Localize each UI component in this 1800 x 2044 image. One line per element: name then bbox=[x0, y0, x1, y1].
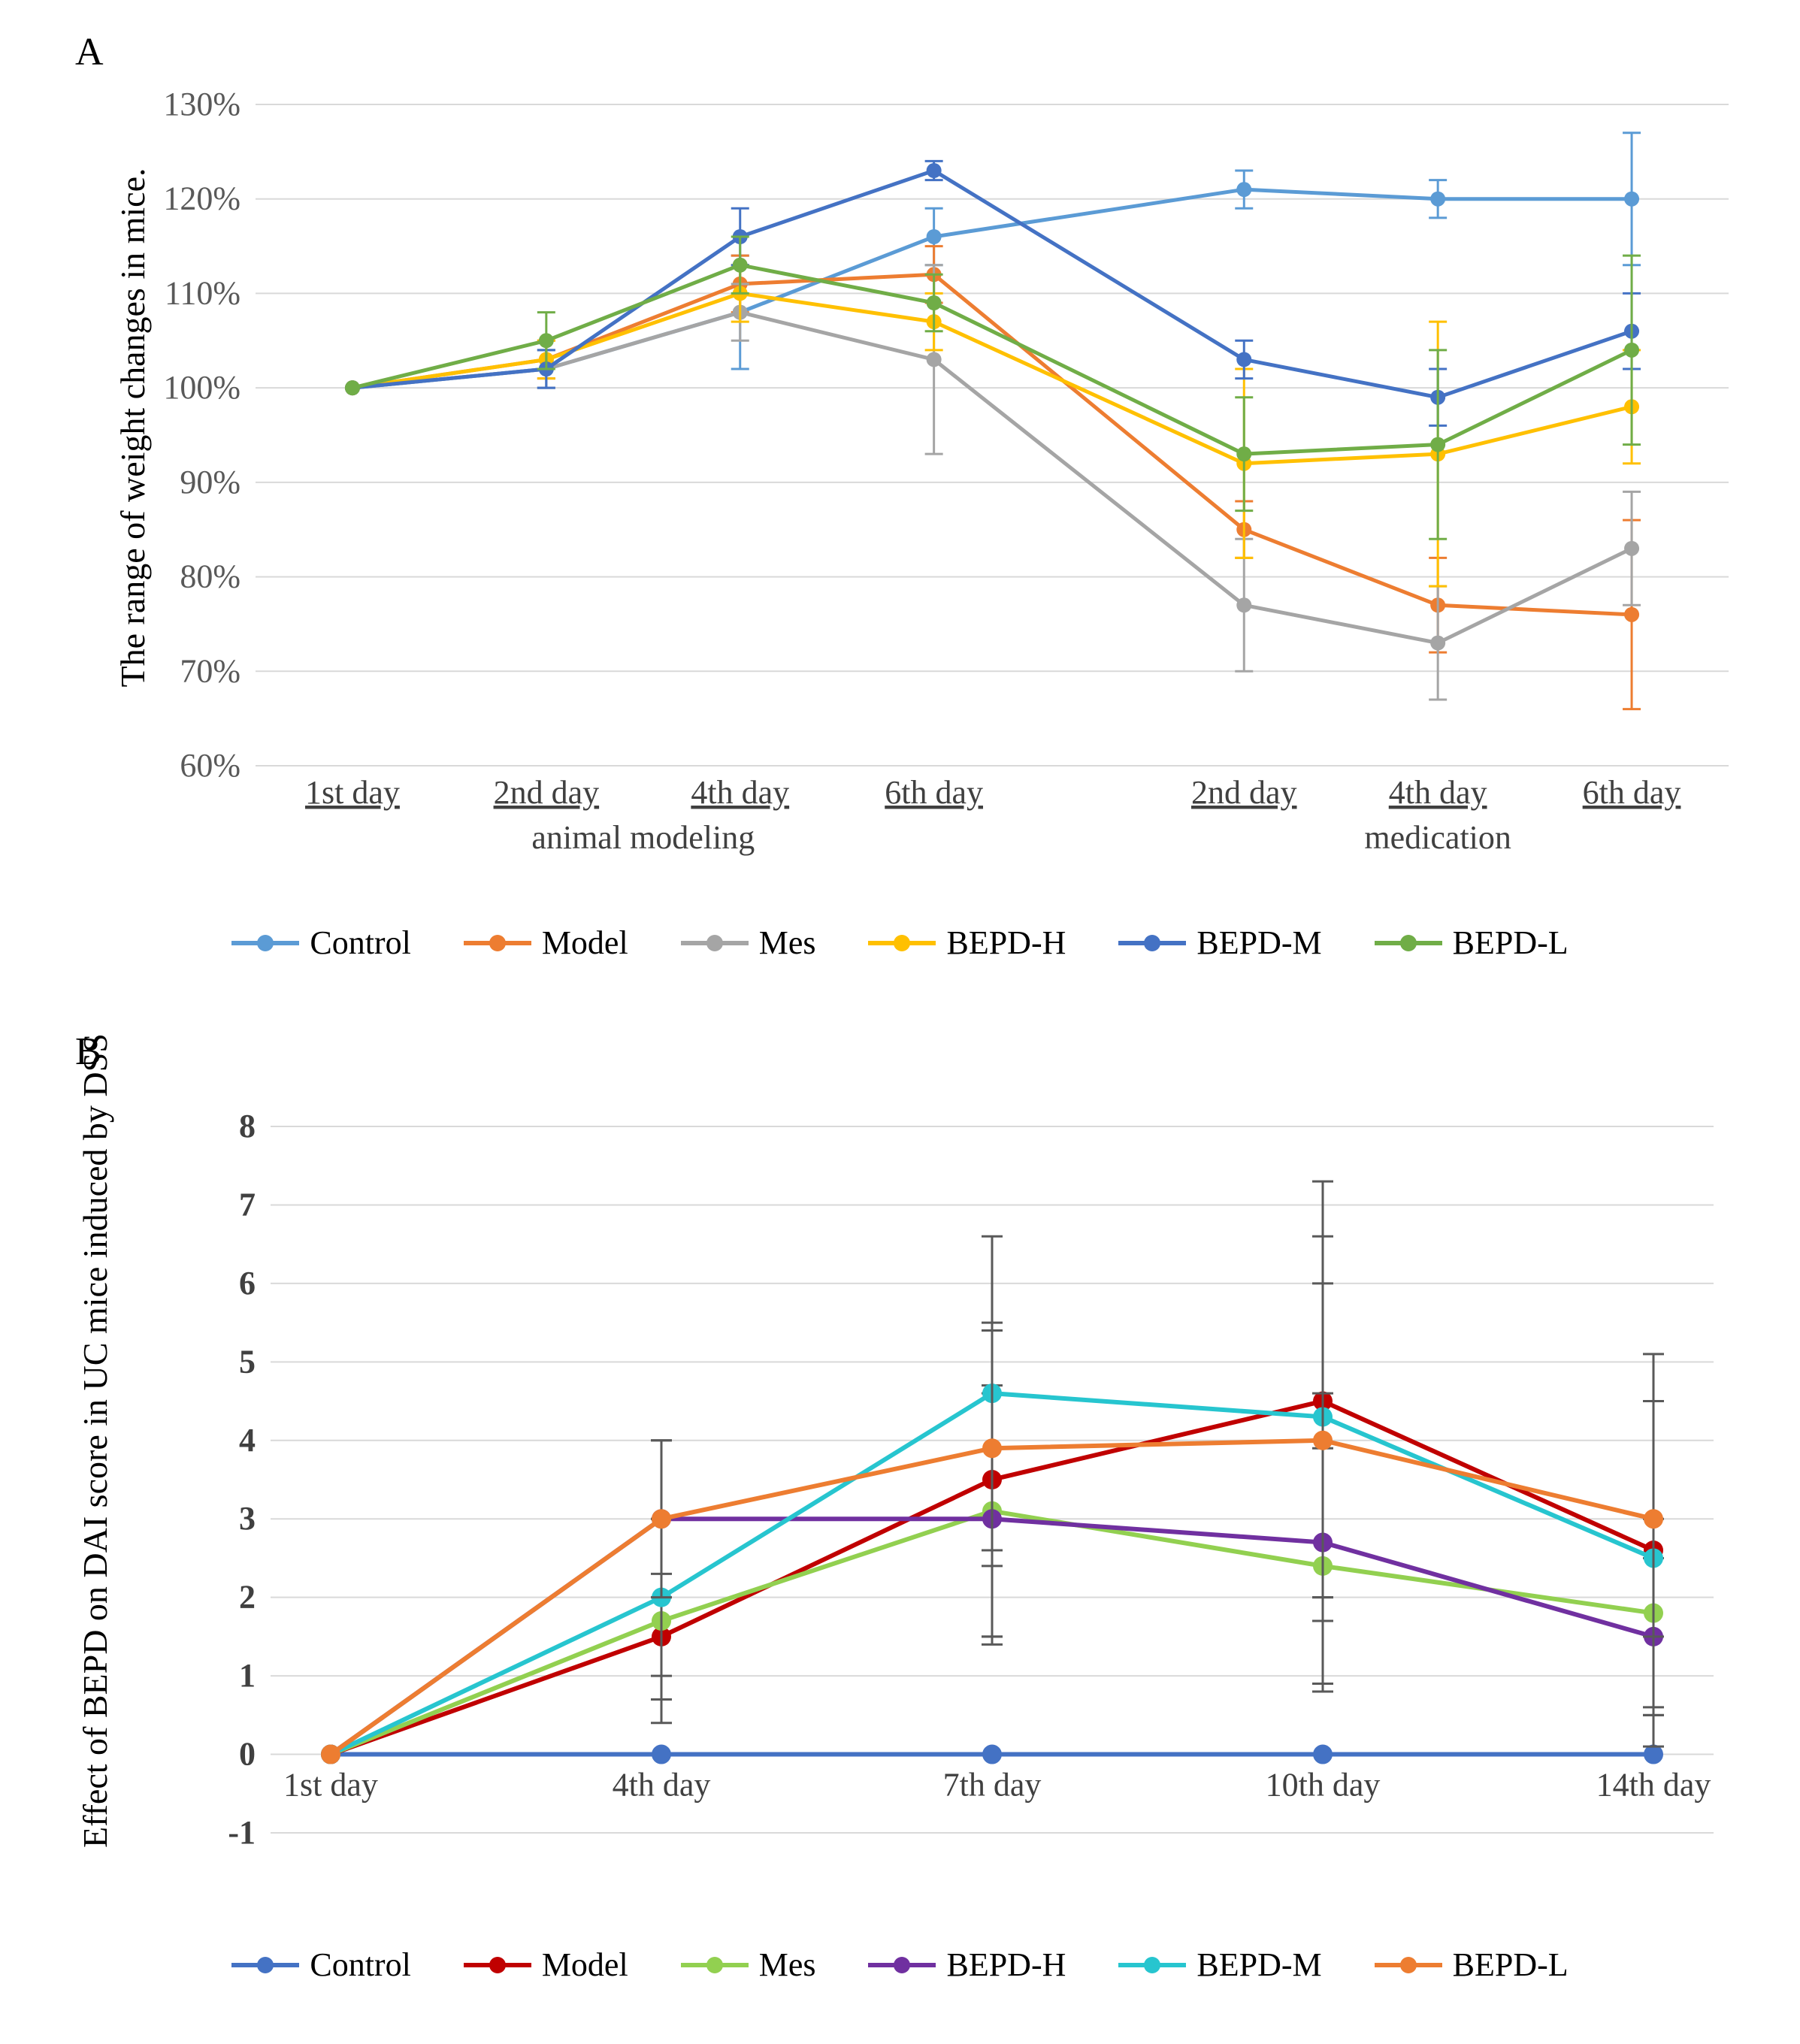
svg-text:110%: 110% bbox=[165, 274, 241, 311]
chart-a-svg: 60% 70% 80% 90% 100% 110% 120% 130% 1st day 2nd d… bbox=[120, 74, 1774, 901]
chart-a: The range of weight changes in mice. 60%… bbox=[120, 74, 1774, 901]
chart-b-svg: -1 0 1 2 3 4 5 6 7 8 1st day 4th day 7th day 10th day… bbox=[120, 1096, 1774, 1923]
chart-b-ylabel: Effect of BEPD on DAI score in UC mice i… bbox=[75, 1096, 115, 1848]
legend-item: Control bbox=[231, 924, 410, 962]
svg-text:4th day: 4th day bbox=[613, 1767, 711, 1804]
svg-text:3: 3 bbox=[239, 1500, 256, 1537]
legend-item: Mes bbox=[681, 924, 816, 962]
svg-text:5: 5 bbox=[239, 1343, 256, 1380]
legend-item: BEPD-L bbox=[1375, 1946, 1569, 1984]
svg-text:4th day: 4th day bbox=[1389, 774, 1487, 811]
svg-text:1st day: 1st day bbox=[305, 774, 400, 811]
legend-item: Model bbox=[464, 924, 628, 962]
svg-text:60%: 60% bbox=[180, 747, 241, 784]
svg-text:0: 0 bbox=[239, 1736, 256, 1773]
svg-text:10th day: 10th day bbox=[1266, 1767, 1381, 1804]
legend-item: BEPD-H bbox=[868, 1946, 1066, 1984]
svg-text:1: 1 bbox=[239, 1657, 256, 1694]
legend-item: BEPD-M bbox=[1118, 924, 1321, 962]
legend-item: Mes bbox=[681, 1946, 816, 1984]
svg-text:6th day: 6th day bbox=[885, 774, 983, 811]
svg-text:-1: -1 bbox=[228, 1814, 256, 1851]
svg-text:4th day: 4th day bbox=[691, 774, 789, 811]
svg-text:14th day: 14th day bbox=[1596, 1767, 1711, 1804]
legend-item: Control bbox=[231, 1946, 410, 1984]
panel-a-label: A bbox=[75, 30, 1755, 74]
svg-text:100%: 100% bbox=[163, 369, 241, 406]
svg-text:130%: 130% bbox=[163, 86, 241, 122]
legend-item: Model bbox=[464, 1946, 628, 1984]
svg-text:80%: 80% bbox=[180, 558, 241, 595]
svg-text:2nd day: 2nd day bbox=[494, 774, 600, 811]
chart-a-ylabel: The range of weight changes in mice. bbox=[113, 127, 153, 728]
svg-text:90%: 90% bbox=[180, 464, 241, 500]
svg-text:7th day: 7th day bbox=[943, 1767, 1042, 1804]
svg-text:4: 4 bbox=[239, 1422, 256, 1459]
chart-b: Effect of BEPD on DAI score in UC mice i… bbox=[120, 1096, 1774, 1923]
legend-item: BEPD-H bbox=[868, 924, 1066, 962]
legend-item: BEPD-M bbox=[1118, 1946, 1321, 1984]
legend-item: BEPD-L bbox=[1375, 924, 1569, 962]
figure-page: A The range of weight changes in mice. 6… bbox=[0, 0, 1800, 2044]
svg-text:8: 8 bbox=[239, 1108, 256, 1144]
svg-text:6: 6 bbox=[239, 1265, 256, 1302]
svg-text:2nd day: 2nd day bbox=[1191, 774, 1297, 811]
svg-text:2: 2 bbox=[239, 1579, 256, 1616]
chart-a-legend: Control Model Mes BEPD-H BEPD-M BEPD-L bbox=[45, 924, 1755, 962]
svg-text:7: 7 bbox=[239, 1186, 256, 1223]
panel-b-label: B bbox=[75, 1030, 1755, 1074]
svg-text:1st day: 1st day bbox=[283, 1767, 378, 1804]
svg-text:70%: 70% bbox=[180, 652, 241, 689]
svg-text:6th day: 6th day bbox=[1583, 774, 1681, 811]
svg-text:medication: medication bbox=[1364, 819, 1511, 856]
svg-text:animal modeling: animal modeling bbox=[531, 819, 755, 856]
svg-text:120%: 120% bbox=[163, 180, 241, 217]
chart-b-legend: Control Model Mes BEPD-H BEPD-M BEPD-L bbox=[45, 1946, 1755, 1984]
